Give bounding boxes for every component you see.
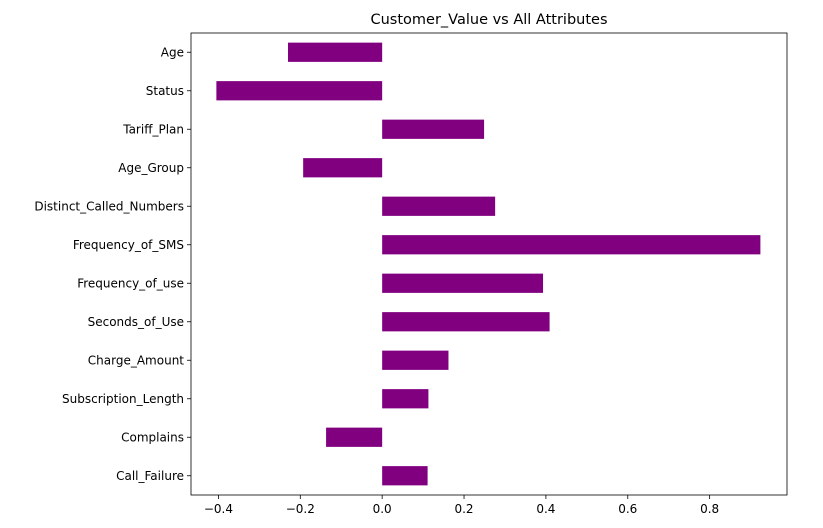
bar-call-failure [382,466,428,486]
x-tick-label: 0.6 [618,502,637,516]
y-tick-label: Status [146,84,184,98]
bar-distinct-called-numbers [382,196,496,216]
bar-frequency-of-sms [382,235,761,255]
bar-age [288,42,383,62]
y-tick-label: Complains [121,430,184,444]
y-tick-label: Distinct_Called_Numbers [34,199,184,213]
x-tick-label: 0.2 [454,502,473,516]
y-tick-label: Seconds_of_Use [88,315,184,329]
bar-complains [326,427,383,447]
y-tick-label: Age [161,45,184,59]
y-tick-label: Call_Failure [116,469,184,483]
plot-area: Age Status Tariff_Plan Age_Group Distinct_Ca… [34,32,788,516]
chart-title: Customer_Value vs All Attributes [370,12,607,28]
bar-subscription-length [382,389,429,409]
y-tick-label: Age_Group [118,161,184,175]
y-tick-label: Tariff_Plan [122,122,184,136]
bar-frequency-of-use [382,273,544,293]
bar-status [216,81,383,101]
y-tick-label: Frequency_of_use [77,276,184,290]
plot-frame [190,32,788,496]
y-tick-label: Frequency_of_SMS [73,238,184,252]
bar-tariff-plan [382,119,485,139]
x-tick-label: 0.8 [700,502,719,516]
x-tick-label: 0.4 [536,502,555,516]
y-tick-label: Charge_Amount [88,353,185,367]
bar-charge-amount [382,350,449,370]
y-tick-label: Subscription_Length [62,392,184,406]
bar-age-group [303,158,383,178]
bar-seconds-of-use [382,312,550,332]
x-tick-label: −0.2 [286,502,315,516]
x-tick-label: 0.0 [373,502,392,516]
x-tick-label: −0.4 [204,502,233,516]
